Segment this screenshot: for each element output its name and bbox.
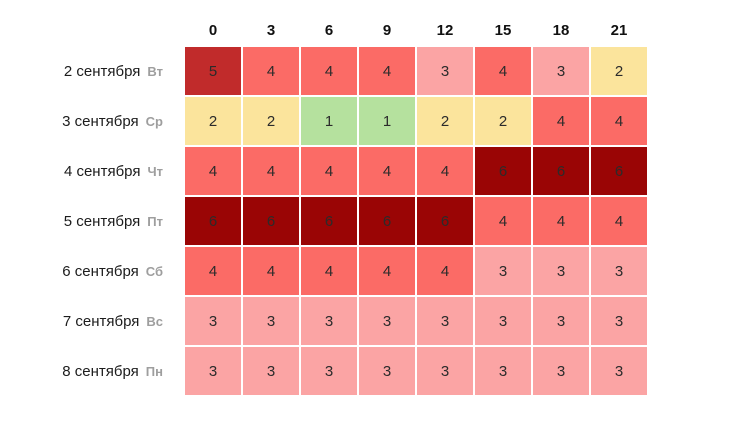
row-weekday: Пт [147,213,163,229]
value-cell-r4-c1: 4 [243,247,299,295]
value-cell-r2-c3: 4 [359,147,415,195]
value-cell-r0-c0: 5 [185,47,241,95]
value-cell-r1-c0: 2 [185,97,241,145]
value-cell-r4-c3: 4 [359,247,415,295]
value-cell-r0-c5: 4 [475,47,531,95]
value-cell-r5-c1: 3 [243,297,299,345]
row-label-1: 3 сентября Ср [0,97,183,145]
row-label-4: 6 сентября Сб [0,247,183,295]
row-label-0: 2 сентября Вт [0,47,183,95]
value-cell-r1-c6: 4 [533,97,589,145]
value-cell-r5-c0: 3 [185,297,241,345]
value-cell-r0-c2: 4 [301,47,357,95]
value-cell-r2-c7: 6 [591,147,647,195]
value-cell-r0-c3: 4 [359,47,415,95]
hour-header-9: 9 [359,0,415,45]
value-cell-r4-c4: 4 [417,247,473,295]
value-cell-r0-c1: 4 [243,47,299,95]
hour-header-3: 3 [243,0,299,45]
row-label-2: 4 сентября Чт [0,147,183,195]
value-cell-r4-c7: 3 [591,247,647,295]
value-cell-r2-c5: 6 [475,147,531,195]
value-cell-r6-c0: 3 [185,347,241,395]
row-weekday: Вт [147,63,163,79]
hour-header-0: 0 [185,0,241,45]
row-label-6: 8 сентября Пн [0,347,183,395]
value-cell-r6-c3: 3 [359,347,415,395]
value-cell-r1-c4: 2 [417,97,473,145]
value-cell-r5-c3: 3 [359,297,415,345]
value-cell-r6-c5: 3 [475,347,531,395]
row-date: 5 сентября [63,212,141,230]
value-cell-r6-c1: 3 [243,347,299,395]
row-label-5: 7 сентября Вс [0,297,183,345]
value-cell-r3-c2: 6 [301,197,357,245]
corner-spacer [0,0,183,45]
value-cell-r3-c0: 6 [185,197,241,245]
value-cell-r2-c4: 4 [417,147,473,195]
value-cell-r1-c5: 2 [475,97,531,145]
hour-header-21: 21 [591,0,647,45]
value-cell-r5-c5: 3 [475,297,531,345]
hour-header-6: 6 [301,0,357,45]
hour-header-12: 12 [417,0,473,45]
row-weekday: Чт [147,163,163,179]
row-date: 8 сентября [62,362,139,380]
value-cell-r5-c6: 3 [533,297,589,345]
row-weekday: Сб [145,263,163,279]
value-cell-r3-c6: 4 [533,197,589,245]
value-cell-r6-c4: 3 [417,347,473,395]
row-weekday: Вс [146,313,163,329]
value-cell-r1-c3: 1 [359,97,415,145]
row-weekday: Ср [145,113,163,129]
value-cell-r0-c6: 3 [533,47,589,95]
value-cell-r2-c0: 4 [185,147,241,195]
hour-header-15: 15 [475,0,531,45]
value-cell-r0-c7: 2 [591,47,647,95]
value-cell-r2-c1: 4 [243,147,299,195]
value-cell-r2-c6: 6 [533,147,589,195]
value-cell-r4-c0: 4 [185,247,241,295]
value-cell-r5-c2: 3 [301,297,357,345]
row-label-3: 5 сентября Пт [0,197,183,245]
value-cell-r1-c1: 2 [243,97,299,145]
value-cell-r5-c7: 3 [591,297,647,345]
value-cell-r1-c7: 4 [591,97,647,145]
value-cell-r3-c4: 6 [417,197,473,245]
hour-header-18: 18 [533,0,589,45]
value-cell-r3-c5: 4 [475,197,531,245]
row-date: 2 сентября [63,62,141,80]
value-cell-r5-c4: 3 [417,297,473,345]
forecast-table: 0 3 6 9 12 15 18 21 2 сентября Вт 5 4 4 4 3 4 3 2 3 сентяб… [0,0,647,395]
value-cell-r6-c2: 3 [301,347,357,395]
value-cell-r3-c7: 4 [591,197,647,245]
value-cell-r1-c2: 1 [301,97,357,145]
row-date: 6 сентября [62,262,139,280]
value-cell-r0-c4: 3 [417,47,473,95]
row-date: 4 сентября [63,162,141,180]
value-cell-r3-c3: 6 [359,197,415,245]
value-cell-r2-c2: 4 [301,147,357,195]
row-weekday: Пн [145,363,163,379]
value-cell-r3-c1: 6 [243,197,299,245]
row-date: 3 сентября [62,112,139,130]
value-cell-r6-c7: 3 [591,347,647,395]
value-cell-r4-c5: 3 [475,247,531,295]
value-cell-r4-c6: 3 [533,247,589,295]
value-cell-r6-c6: 3 [533,347,589,395]
row-date: 7 сентября [62,312,140,330]
value-cell-r4-c2: 4 [301,247,357,295]
